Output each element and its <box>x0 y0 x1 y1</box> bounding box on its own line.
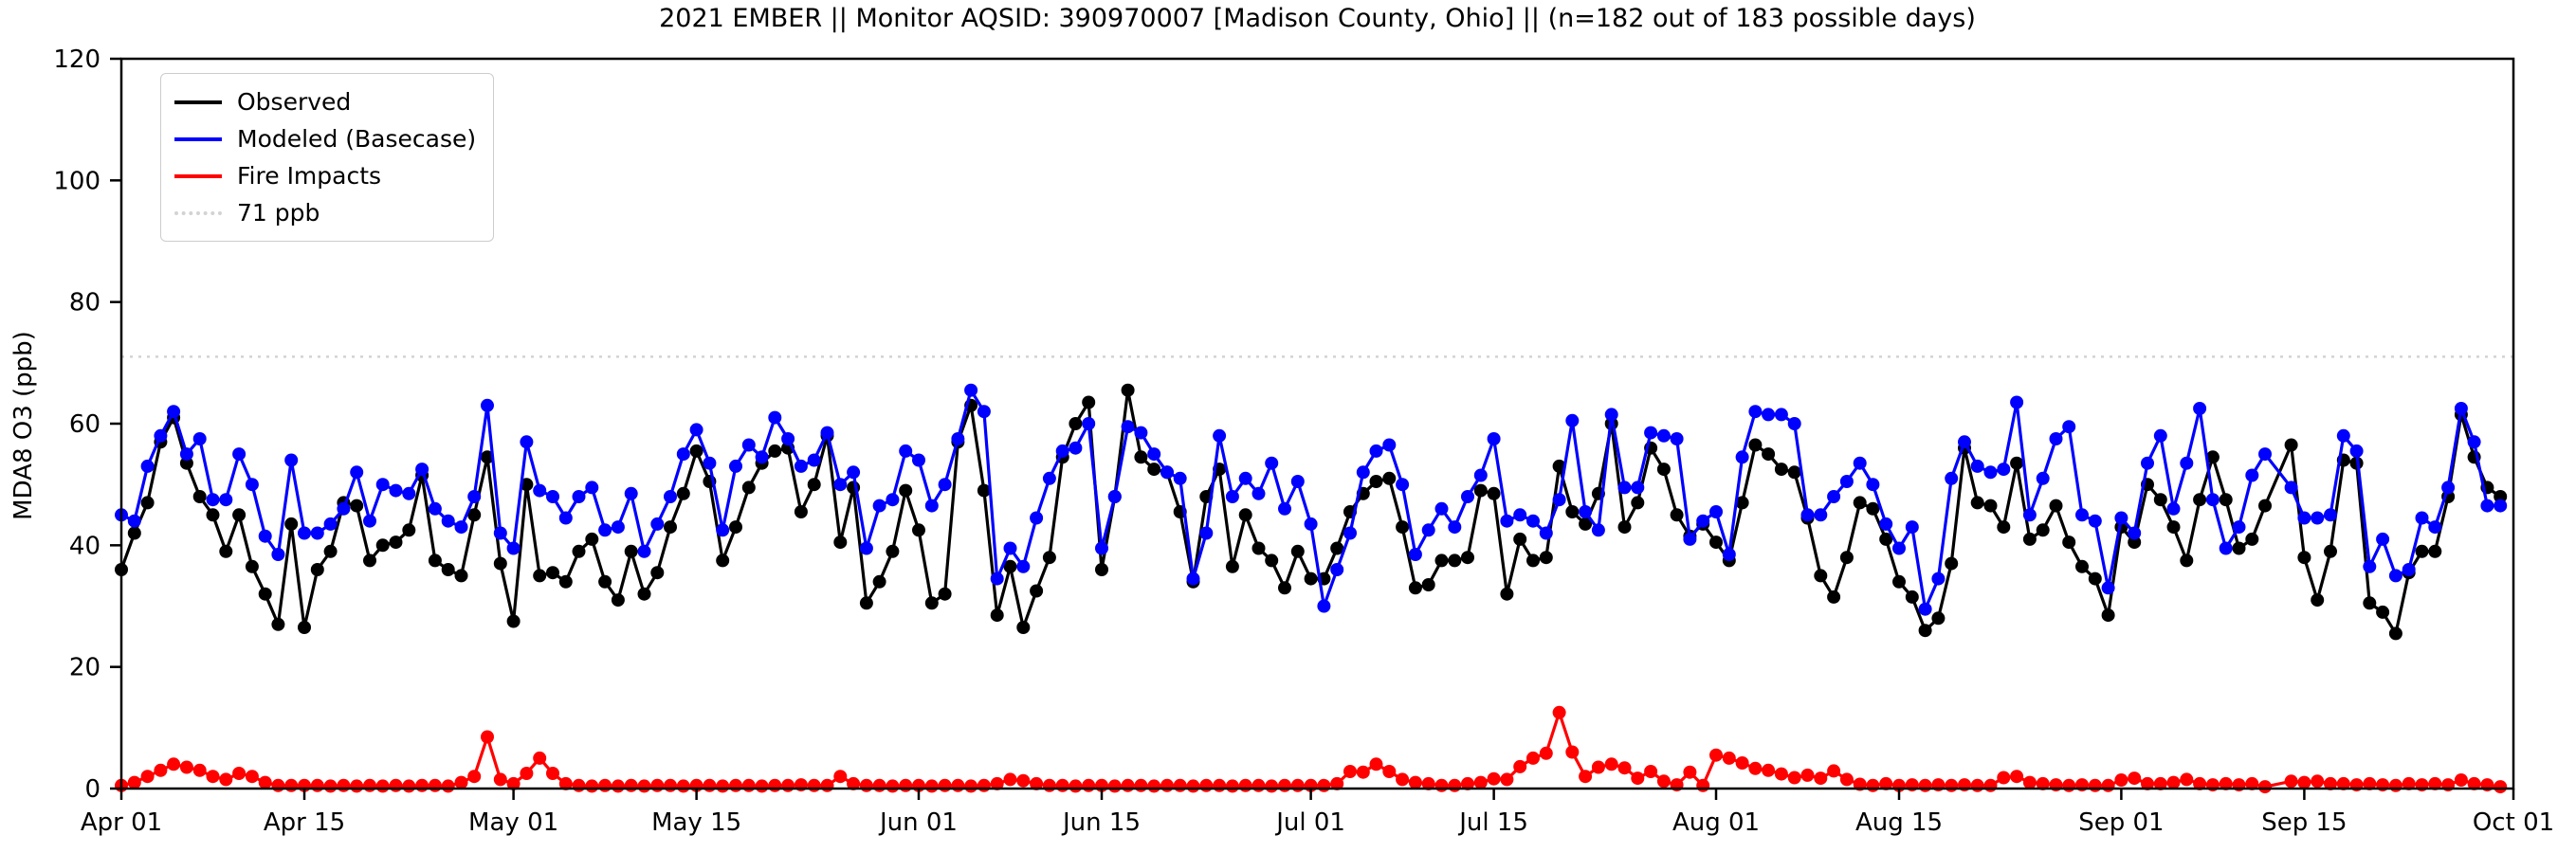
legend-label-observed: Observed <box>237 88 352 116</box>
x-tick-label: Jul 01 <box>1274 808 1345 837</box>
legend-row-fire: Fire Impacts <box>174 157 476 194</box>
legend-label-fire: Fire Impacts <box>237 162 382 190</box>
x-tick-label: Apr 01 <box>81 808 162 837</box>
x-tick-label: Apr 15 <box>264 808 345 837</box>
y-tick-label: 100 <box>53 167 100 195</box>
fire-impacts-markers <box>115 705 2508 794</box>
observed-markers <box>115 383 2508 641</box>
x-tick-label: Oct 01 <box>2473 808 2554 837</box>
legend-label-threshold: 71 ppb <box>237 199 320 227</box>
y-tick-label: 40 <box>69 532 100 560</box>
legend-row-observed: Observed <box>174 83 476 120</box>
observed-line-swatch <box>174 100 222 104</box>
modeled-line-swatch <box>174 136 222 141</box>
legend-row-modeled: Modeled (Basecase) <box>174 120 476 157</box>
legend-label-modeled: Modeled (Basecase) <box>237 125 477 153</box>
x-tick-label: Sep 01 <box>2078 808 2164 837</box>
x-tick-label: Aug 15 <box>1855 808 1943 837</box>
y-tick-label: 20 <box>69 654 100 682</box>
x-tick-label: May 01 <box>468 808 558 837</box>
x-tick-label: Jun 01 <box>878 808 958 837</box>
fire-line-swatch <box>174 173 222 178</box>
y-tick-label: 60 <box>69 410 100 439</box>
legend: Observed Modeled (Basecase) Fire Impacts… <box>160 73 495 242</box>
chart-title: 2021 EMBER || Monitor AQSID: 390970007 [… <box>659 4 1976 33</box>
x-tick-label: Jun 15 <box>1061 808 1141 837</box>
y-tick-label: 120 <box>53 45 100 74</box>
x-tick-label: May 15 <box>651 808 741 837</box>
x-tick-label: Aug 01 <box>1672 808 1760 837</box>
x-tick-label: Sep 15 <box>2261 808 2347 837</box>
threshold-line-swatch <box>174 210 222 215</box>
y-tick-label: 0 <box>84 775 100 804</box>
legend-row-threshold: 71 ppb <box>174 194 476 231</box>
x-tick-label: Jul 15 <box>1457 808 1528 837</box>
y-tick-label: 80 <box>69 289 100 318</box>
modeled-basecase--markers <box>115 383 2508 616</box>
